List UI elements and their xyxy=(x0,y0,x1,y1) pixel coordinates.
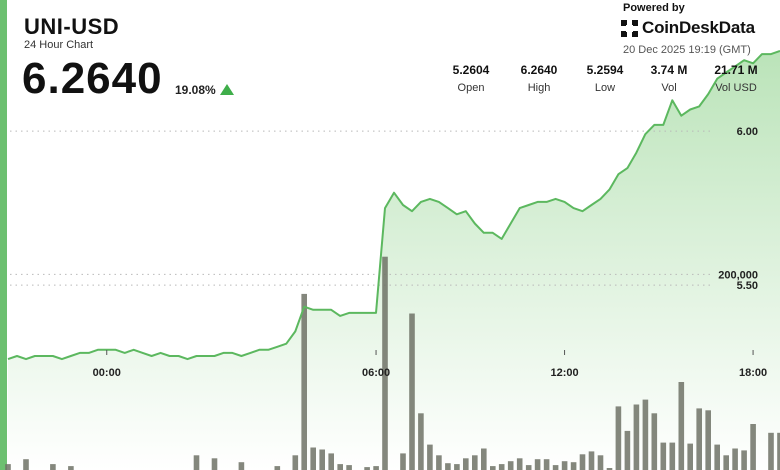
volume-bar xyxy=(319,449,325,470)
stat-volume: 3.74 M Vol xyxy=(643,63,695,94)
volume-bar xyxy=(543,459,550,470)
chart-subtitle: 24 Hour Chart xyxy=(24,39,94,51)
volume-bar xyxy=(669,442,676,470)
current-price: 6.2640 xyxy=(22,54,163,103)
stat-high: 6.2640 High xyxy=(511,63,567,94)
volume-bar xyxy=(481,448,487,470)
volume-bar xyxy=(705,410,711,470)
volume-bar xyxy=(292,455,299,470)
up-arrow-icon xyxy=(220,84,234,95)
volume-bar xyxy=(561,461,568,470)
volume-bar xyxy=(516,458,523,470)
x-tick-label: 00:00 xyxy=(93,367,121,379)
volume-bar xyxy=(777,432,780,470)
volume-bar xyxy=(382,256,388,470)
volume-bar xyxy=(507,461,514,470)
volume-bar xyxy=(651,413,658,470)
volume-bar xyxy=(364,467,370,470)
volume-bar xyxy=(211,458,218,470)
stat-label: Vol USD xyxy=(715,82,757,94)
volume-bar xyxy=(732,448,738,470)
volume-bar xyxy=(633,404,640,470)
volume-bar xyxy=(436,455,442,470)
volume-bar xyxy=(678,382,685,470)
volume-bar xyxy=(714,444,720,470)
stat-label: High xyxy=(527,82,551,94)
volume-bar xyxy=(193,455,200,470)
volume-bar xyxy=(400,453,406,470)
volume-bar xyxy=(445,463,451,470)
volume-bar xyxy=(534,459,541,470)
volume-bar xyxy=(606,468,613,470)
volume-bar xyxy=(624,430,631,470)
symbol-title: UNI-USD xyxy=(24,14,120,39)
volume-bar xyxy=(552,465,559,470)
volume-bar xyxy=(687,443,693,470)
volume-bar xyxy=(498,464,505,470)
stat-value: 5.2604 xyxy=(452,63,490,77)
volume-bar xyxy=(418,413,424,470)
stat-value: 5.2594 xyxy=(586,63,624,77)
accent-bar xyxy=(0,0,7,470)
volume-bar xyxy=(328,453,334,470)
brand-name: CoinDeskData xyxy=(642,18,755,37)
volume-bar xyxy=(588,451,595,470)
change-percent: 19.08% xyxy=(175,83,216,97)
coindesk-logo-icon xyxy=(621,19,638,37)
stat-label: Open xyxy=(457,82,485,94)
volume-bar xyxy=(741,450,747,470)
stat-value: 21.71 M xyxy=(714,63,758,77)
volume-bar xyxy=(337,464,343,470)
price-line xyxy=(7,50,780,361)
timestamp: 20 Dec 2025 19:19 (GMT) xyxy=(623,44,751,56)
x-tick-label: 18:00 xyxy=(739,367,767,379)
stat-value: 6.2640 xyxy=(520,63,558,77)
stat-volume-usd: 21.71 M Vol USD xyxy=(704,63,768,94)
volume-bar xyxy=(750,424,756,470)
volume-bar xyxy=(427,444,433,470)
y-tick-label: 6.00 xyxy=(737,126,758,138)
y-tick-label: 5.50 xyxy=(737,280,758,292)
volume-bar xyxy=(579,454,586,470)
volume-bar xyxy=(472,455,478,470)
volume-bar xyxy=(50,464,56,470)
volume-bar xyxy=(23,459,29,470)
stat-value: 3.74 M xyxy=(650,63,688,77)
volume-bar xyxy=(570,462,577,470)
volume-bar xyxy=(5,464,11,470)
stat-label: Low xyxy=(594,82,616,94)
price-area xyxy=(8,51,780,470)
stat-low: 5.2594 Low xyxy=(577,63,633,94)
x-tick-label: 06:00 xyxy=(362,367,390,379)
volume-bar xyxy=(454,464,460,470)
volume-tick-label: 200,000 xyxy=(718,269,758,281)
stat-label: Vol xyxy=(661,82,677,94)
volume-bar xyxy=(660,442,667,470)
volume-bar xyxy=(463,458,469,470)
volume-bar xyxy=(346,465,352,470)
volume-bar xyxy=(642,399,649,470)
volume-bar xyxy=(525,465,532,470)
volume-bar xyxy=(768,432,774,470)
volume-bar xyxy=(696,408,702,470)
volume-bar xyxy=(597,455,604,470)
powered-by-label: Powered by xyxy=(623,2,685,14)
stat-open: 5.2604 Open xyxy=(446,63,496,94)
volume-bar xyxy=(490,466,496,470)
x-tick-label: 12:00 xyxy=(550,367,578,379)
brand-logo-link[interactable]: CoinDeskData xyxy=(621,18,755,38)
volume-bar xyxy=(68,466,74,470)
volume-bar xyxy=(301,293,307,470)
volume-bar xyxy=(615,406,622,470)
volume-bar xyxy=(723,455,729,470)
volume-bar xyxy=(274,466,281,470)
volume-bar xyxy=(310,447,316,470)
volume-bar xyxy=(409,313,415,470)
volume-bar xyxy=(238,462,245,470)
volume-bar xyxy=(373,466,379,470)
